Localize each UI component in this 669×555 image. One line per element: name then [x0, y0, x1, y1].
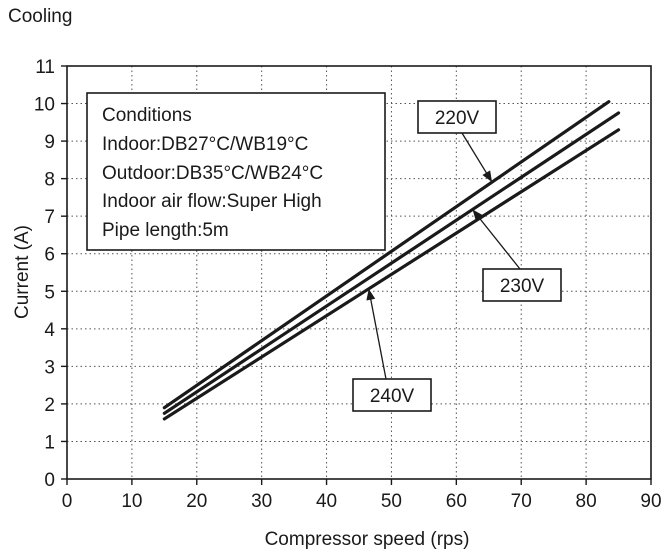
x-tick-label: 70 [511, 491, 532, 512]
axis-ticks: 0 10 20 30 40 50 60 70 80 90 0 1 2 3 4 5 6 7 8 9 10 11 [34, 57, 662, 512]
x-tick-label: 0 [62, 491, 73, 512]
x-tick-label: 90 [640, 491, 661, 512]
y-tick-label: 11 [35, 57, 55, 78]
callout-arrowhead-240V [366, 288, 376, 301]
callout-box-230V [482, 268, 562, 302]
chart-title: Cooling [8, 6, 73, 27]
series-lines [162, 100, 621, 421]
y-tick-label: 1 [44, 432, 55, 453]
callout-leader-240V [368, 288, 387, 380]
y-tick-label: 8 [44, 170, 55, 191]
series-label-230V: 230V [500, 276, 545, 297]
x-tick-label: 60 [446, 491, 467, 512]
conditions-air-flow: Indoor air flow:Super High [102, 191, 322, 212]
x-tick-label: 10 [121, 491, 142, 512]
plot-frame [66, 65, 652, 480]
series-line-220V [162, 100, 611, 410]
y-tick-label: 4 [44, 320, 55, 341]
x-tick-label: 30 [251, 491, 272, 512]
conditions-indoor: Indoor:DB27°C/WB19°C [102, 134, 308, 155]
y-tick-label: 0 [44, 470, 55, 491]
callout-box-220V [417, 100, 497, 134]
series-callouts: 220V 230V 240V [352, 100, 562, 412]
x-axis-label: Compressor speed (rps) [265, 529, 470, 550]
y-tick-label: 6 [44, 245, 55, 266]
conditions-outdoor: Outdoor:DB35°C/WB24°C [102, 163, 323, 184]
series-label-220V: 220V [435, 108, 480, 129]
y-tick-label: 10 [34, 95, 55, 116]
series-line-240V [162, 128, 621, 421]
callout-arrowhead-220V [482, 170, 493, 183]
series-label-240V: 240V [370, 386, 415, 407]
y-tick-label: 7 [44, 207, 55, 228]
y-tick-label: 9 [44, 132, 55, 153]
callout-leader-230V [472, 209, 521, 270]
conditions-heading: Conditions [102, 105, 192, 126]
y-tick-label: 5 [44, 282, 55, 303]
conditions-box: Conditions Indoor:DB27°C/WB19°C Outdoor:… [86, 92, 386, 251]
y-tick-label: 3 [44, 357, 55, 378]
series-line-230V [162, 111, 621, 415]
y-axis-label: Current (A) [12, 225, 33, 319]
x-tick-label: 20 [186, 491, 207, 512]
conditions-frame [86, 92, 386, 251]
conditions-pipe-length: Pipe length:5m [102, 220, 229, 241]
callout-arrowhead-230V [472, 209, 483, 221]
x-tick-label: 50 [381, 491, 402, 512]
x-tick-label: 40 [316, 491, 337, 512]
x-tick-label: 80 [576, 491, 597, 512]
y-tick-label: 2 [44, 395, 55, 416]
callout-box-240V [352, 378, 432, 412]
